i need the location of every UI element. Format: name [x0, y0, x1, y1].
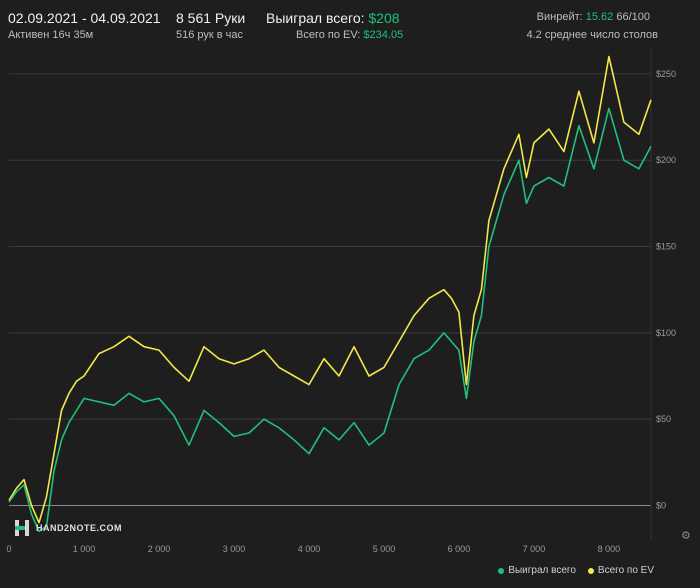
legend-item-won[interactable]: Выиграл всего — [498, 565, 576, 576]
hand2note-mark-icon — [14, 520, 30, 536]
legend-won-dot — [498, 567, 505, 574]
total-ev-value: $234.05 — [363, 29, 404, 41]
series-line-won — [8, 107, 652, 533]
hands-count: 8 561 Руки — [176, 10, 246, 26]
total-won: Выиграл всего: $208 — [266, 10, 400, 26]
chart-legend: Выиграл всего Всего по EV — [498, 565, 654, 576]
winrate: Винрейт: 15.62 66/100 — [537, 11, 650, 23]
total-won-label: Выиграл всего: — [266, 10, 365, 26]
legend-won-label: Выиграл всего — [508, 565, 576, 576]
y-tick-label: $0 — [656, 500, 666, 510]
x-tick-label: 3 000 — [223, 544, 246, 554]
total-won-value: $208 — [368, 10, 400, 26]
x-tick-label: 4 000 — [298, 544, 321, 554]
y-tick-label: $100 — [656, 328, 676, 338]
winrate-value: 15.62 — [585, 11, 614, 23]
winrate-suffix: 66/100 — [616, 11, 650, 23]
series-line-ev — [8, 55, 652, 524]
x-tick-label: 2 000 — [148, 544, 171, 554]
x-tick-label: 8 000 — [598, 544, 621, 554]
profit-chart[interactable]: $0 $50 $100 $150 $200 $250 0 1 000 2 000 3 000 4 0… — [0, 48, 700, 588]
x-tick-label: 5 000 — [373, 544, 396, 554]
legend-ev-dot — [587, 567, 594, 574]
hands-per-hour: 516 рук в час — [176, 29, 244, 41]
winrate-label: Винрейт: — [536, 11, 583, 23]
y-tick-label: $150 — [656, 242, 676, 252]
y-tick-label: $200 — [656, 155, 676, 165]
logo-text: HAND2NOTE.COM — [36, 523, 123, 533]
total-ev: Всего по EV: $234.05 — [296, 29, 403, 41]
x-tick-label: 7 000 — [523, 544, 546, 554]
gear-icon[interactable]: ⚙ — [681, 530, 691, 542]
x-tick-label: 6 000 — [448, 544, 471, 554]
x-tick-label: 0 — [6, 544, 11, 554]
header: 02.09.2021 - 04.09.2021 Активен 16ч 35м … — [0, 0, 700, 48]
active-time: Активен 16ч 35м — [8, 29, 94, 41]
legend-ev-label: Всего по EV — [597, 565, 654, 576]
y-tick-label: $50 — [656, 414, 671, 424]
y-tick-label: $250 — [656, 69, 676, 79]
date-range[interactable]: 02.09.2021 - 04.09.2021 — [8, 10, 161, 26]
legend-item-ev[interactable]: Всего по EV — [587, 565, 654, 576]
tables-average: 4.2 среднее число столов — [526, 29, 658, 41]
total-ev-label: Всего по EV: — [296, 29, 361, 41]
x-tick-label: 1 000 — [73, 544, 96, 554]
hand2note-logo: HAND2NOTE.COM — [14, 520, 122, 536]
